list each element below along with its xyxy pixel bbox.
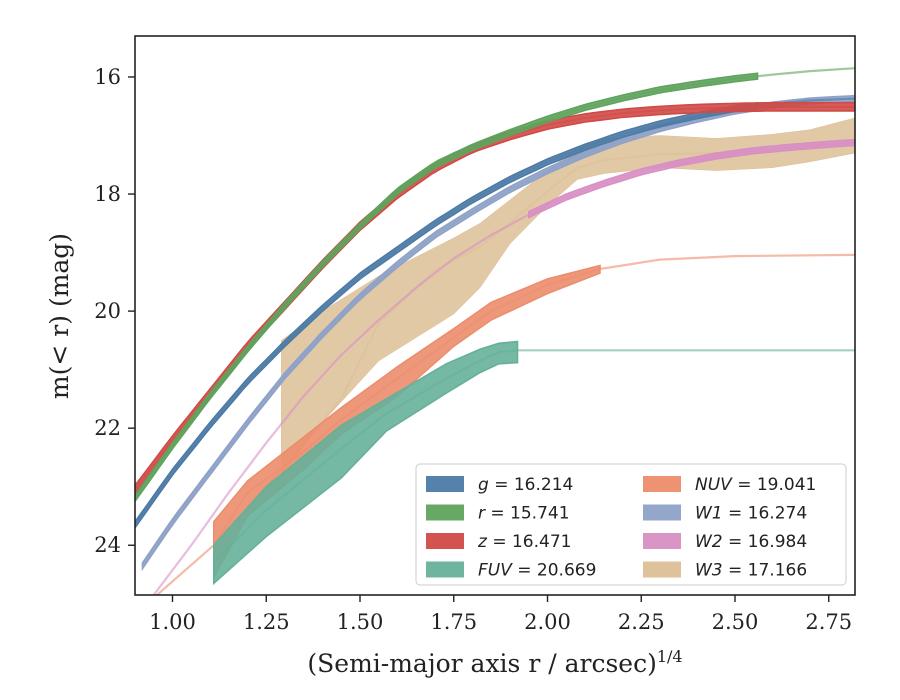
legend-label: W1 = 16.274: [695, 504, 807, 524]
series-w3-band: [281, 117, 855, 476]
legend-label: FUV = 20.669: [478, 561, 596, 581]
x-tick-label: 2.00: [524, 610, 571, 634]
x-tick-label: 1.50: [337, 610, 384, 634]
x-tick-label: 2.50: [712, 610, 759, 634]
y-tick-label: 16: [94, 65, 121, 89]
series-fuv-band: [213, 340, 519, 586]
series-r-band: [135, 72, 759, 503]
legend-label: r = 15.741: [478, 504, 570, 524]
x-tick-label: 2.25: [618, 610, 665, 634]
x-tick-label: 1.75: [430, 610, 477, 634]
legend-swatch: [643, 476, 681, 492]
series-layer: [135, 67, 855, 595]
legend-label: W3 = 17.166: [695, 561, 807, 581]
legend-swatch: [643, 533, 681, 549]
series-r-curve: [135, 67, 855, 500]
legend-item-nuv: NUV = 19.041: [643, 475, 816, 495]
y-axis-title: m(< r) (mag): [45, 233, 74, 399]
y-tick-label: 18: [94, 182, 121, 206]
series-w1-band: [141, 94, 855, 572]
x-tick-label: 1.25: [243, 610, 290, 634]
legend-label: NUV = 19.041: [695, 475, 816, 495]
y-tick-label: 20: [94, 299, 121, 323]
ticks-layer: 1.00 1.25 1.50 1.75 2.00 2.25 2.50 2.75 16 18 20 22…: [94, 65, 852, 634]
x-tick-label: 1.00: [149, 610, 196, 634]
legend-item-r: r = 15.741: [426, 504, 570, 524]
legend-swatch: [643, 504, 681, 521]
series-r: [135, 67, 855, 503]
plot-frame: [134, 35, 856, 596]
legend-swatch: [426, 533, 464, 549]
legend-item-w2: W2 = 16.984: [643, 532, 807, 552]
legend-label: W2 = 16.984: [695, 532, 807, 552]
series-w2-band: [528, 138, 855, 219]
legend-box: [415, 463, 847, 586]
series-fuv: [213, 340, 855, 586]
x-axis-title-exponent: 1/4: [657, 647, 683, 666]
x-axis-title: (Semi-major axis r / arcsec)1/4: [307, 647, 682, 678]
legend-swatch: [643, 561, 681, 578]
legend-item-z: z = 16.471: [426, 532, 571, 552]
legend-swatch: [426, 561, 464, 578]
legend-item-g: g = 16.214: [426, 475, 573, 495]
legend-item-fuv: FUV = 20.669: [426, 561, 596, 581]
x-tick-label: 2.75: [805, 610, 852, 634]
legend-label: g = 16.214: [478, 475, 573, 495]
legend-item-w1: W1 = 16.274: [643, 504, 807, 524]
legend-swatch: [426, 504, 464, 521]
legend: g = 16.214 r = 15.741 z = 16.471 FUV = 20.6…: [415, 463, 847, 586]
legend-label: z = 16.471: [477, 532, 571, 552]
series-w2: [152, 138, 855, 595]
legend-swatch: [426, 476, 464, 492]
y-tick-label: 22: [94, 416, 121, 440]
x-axis-title-text: (Semi-major axis r / arcsec): [307, 649, 656, 678]
y-tick-label: 24: [94, 533, 121, 557]
legend-item-w3: W3 = 17.166: [643, 561, 807, 581]
